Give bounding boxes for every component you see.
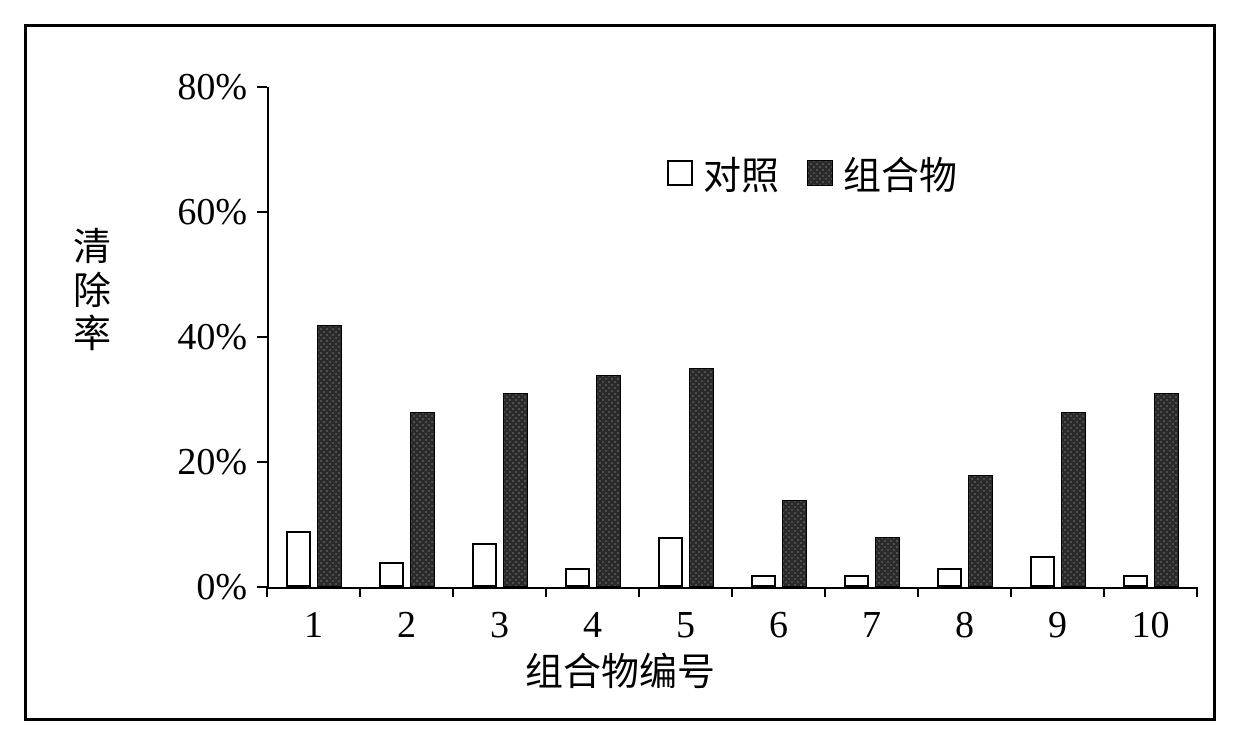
y-tick-label: 60% [137, 190, 247, 234]
x-tick-label: 10 [1132, 603, 1170, 647]
bar-outline [286, 531, 311, 587]
bar-pattern [1061, 412, 1086, 587]
x-tick [917, 587, 919, 597]
x-tick-label: 6 [769, 603, 788, 647]
legend-label: 组合物 [843, 145, 957, 200]
bar-pattern [596, 375, 621, 588]
chart: 清除率 对照 组合物 组合物编号 0% 20% 40% 60% 80% 1 2 3 4 5 6 7 8 9 1… [27, 27, 1213, 718]
legend-label: 对照 [703, 145, 779, 200]
y-tick-label: 40% [137, 315, 247, 359]
x-tick-label: 5 [676, 603, 695, 647]
chart-frame: 清除率 对照 组合物 组合物编号 0% 20% 40% 60% 80% 1 2 3 4 5 6 7 8 9 1… [24, 24, 1216, 721]
x-tick [1103, 587, 1105, 597]
x-tick [266, 587, 268, 597]
x-axis-title: 组合物编号 [525, 641, 715, 696]
y-tick [257, 336, 267, 338]
legend-item: 对照 [667, 145, 779, 200]
x-tick-label: 1 [304, 603, 323, 647]
bar-pattern [782, 500, 807, 588]
y-tick [257, 461, 267, 463]
bar-outline [751, 575, 776, 588]
x-tick [824, 587, 826, 597]
y-tick-label: 20% [137, 440, 247, 484]
y-axis-line [267, 87, 269, 587]
bar-pattern [503, 393, 528, 587]
x-tick-label: 2 [397, 603, 416, 647]
bar-pattern [968, 475, 993, 588]
bar-outline [565, 568, 590, 587]
bar-pattern [1154, 393, 1179, 587]
bar-pattern [410, 412, 435, 587]
x-tick [1010, 587, 1012, 597]
bar-outline [658, 537, 683, 587]
y-tick-label: 0% [137, 565, 247, 609]
x-tick [1196, 587, 1198, 597]
x-tick [545, 587, 547, 597]
legend-item: 组合物 [807, 145, 957, 200]
y-tick [257, 211, 267, 213]
x-tick [359, 587, 361, 597]
y-tick-label: 80% [137, 65, 247, 109]
bar-pattern [875, 537, 900, 587]
x-tick [638, 587, 640, 597]
x-tick-label: 8 [955, 603, 974, 647]
legend-swatch [807, 160, 833, 186]
x-tick [731, 587, 733, 597]
y-tick [257, 86, 267, 88]
bar-outline [379, 562, 404, 587]
bar-outline [1123, 575, 1148, 588]
x-tick-label: 4 [583, 603, 602, 647]
bar-outline [937, 568, 962, 587]
y-axis-label: 清除率 [72, 227, 112, 358]
x-tick [452, 587, 454, 597]
x-tick-label: 3 [490, 603, 509, 647]
x-tick-label: 7 [862, 603, 881, 647]
bar-outline [844, 575, 869, 588]
legend: 对照 组合物 [667, 145, 957, 200]
bar-pattern [689, 368, 714, 587]
x-tick-label: 9 [1048, 603, 1067, 647]
bar-outline [472, 543, 497, 587]
bar-outline [1030, 556, 1055, 587]
bar-pattern [317, 325, 342, 588]
legend-swatch [667, 160, 693, 186]
